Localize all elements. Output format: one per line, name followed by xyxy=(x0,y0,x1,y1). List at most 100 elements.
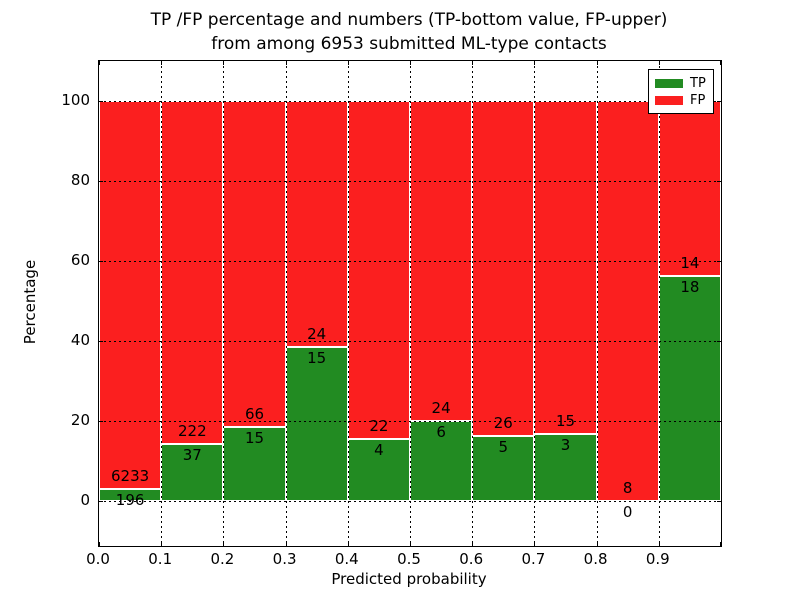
bar-count-label-tp: 15 xyxy=(244,428,265,447)
grid-line-x xyxy=(596,61,598,546)
tick-mark xyxy=(223,61,225,65)
y-tick-label: 40 xyxy=(70,331,90,349)
tick-mark xyxy=(99,261,103,262)
tick-mark xyxy=(717,421,721,422)
tick-mark xyxy=(410,61,411,65)
tick-mark xyxy=(285,61,287,65)
bar-segment-tp xyxy=(161,443,224,501)
grid-line-x xyxy=(347,61,349,546)
tick-mark xyxy=(534,542,536,546)
bar-count-label-fp: 66 xyxy=(244,404,265,423)
bar-segment-tp xyxy=(223,426,286,501)
legend: TP FP xyxy=(648,69,714,114)
y-axis-label: Percentage xyxy=(21,259,39,345)
tick-mark xyxy=(472,61,474,65)
x-tick-label: 0.3 xyxy=(272,550,297,568)
chart-title: TP /FP percentage and numbers (TP-bottom… xyxy=(98,8,720,56)
x-tick-label: 0.6 xyxy=(459,550,484,568)
tick-mark xyxy=(161,542,163,546)
bar-segment-tp xyxy=(534,434,597,501)
x-axis-label: Predicted probability xyxy=(331,570,487,588)
tick-mark xyxy=(534,61,536,65)
bar-count-label-fp: 22 xyxy=(369,417,389,436)
bar-count-label-fp: 8 xyxy=(622,479,633,497)
legend-item-fp: FP xyxy=(655,92,713,109)
bar-count-label-tp: 6 xyxy=(436,423,446,441)
y-tick-label: 20 xyxy=(70,411,90,429)
grid-line-y xyxy=(99,261,721,262)
x-tick-label: 0.0 xyxy=(86,550,110,568)
grid-line-x xyxy=(223,61,225,546)
x-tick-label: 0.7 xyxy=(521,550,546,568)
tick-mark xyxy=(717,501,721,502)
bar-segment-tp xyxy=(347,439,410,501)
grid-line-x xyxy=(472,61,474,546)
tick-mark xyxy=(717,181,721,182)
tick-mark xyxy=(99,501,103,502)
legend-label-tp: TP xyxy=(690,76,706,91)
bar-count-label-fp: 26 xyxy=(493,414,513,433)
tick-mark xyxy=(99,421,103,422)
bar-segment-tp xyxy=(658,276,721,501)
tick-mark xyxy=(285,542,287,546)
tick-mark xyxy=(99,101,103,102)
tick-mark xyxy=(223,542,225,546)
bar-segment-fp xyxy=(347,101,410,440)
bar-segment-tp xyxy=(285,347,348,501)
grid-line-y xyxy=(99,501,721,502)
bar-segment-fp xyxy=(596,101,659,501)
x-tick-label: 0.5 xyxy=(397,550,421,568)
tick-mark xyxy=(596,542,598,546)
x-tick-label: 0.2 xyxy=(210,550,235,568)
grid-line-x xyxy=(161,61,163,546)
bar-segment-fp xyxy=(534,101,597,435)
bar-count-label-fp: 15 xyxy=(555,412,576,431)
bar-segment-fp xyxy=(658,101,721,276)
tick-mark xyxy=(720,542,721,546)
grid-line-x xyxy=(534,61,536,546)
y-tick-label: 100 xyxy=(61,91,90,109)
tick-mark xyxy=(717,101,721,102)
grid-line-x xyxy=(285,61,287,546)
tick-mark xyxy=(410,542,411,546)
grid-line-y xyxy=(99,181,721,182)
bar-count-label-fp: 6233 xyxy=(111,466,150,485)
tick-mark xyxy=(717,261,721,262)
tick-mark xyxy=(99,181,103,182)
bar-segment-fp xyxy=(223,101,286,427)
bar-count-label-tp: 5 xyxy=(498,438,509,457)
x-tick-label: 0.9 xyxy=(645,550,670,568)
chart-title-line2: from among 6953 submitted ML-type contac… xyxy=(211,34,607,54)
tick-mark xyxy=(347,61,349,65)
tick-mark xyxy=(161,61,163,65)
bar-count-label-tp: 18 xyxy=(680,278,700,296)
chart-title-line1: TP /FP percentage and numbers (TP-bottom… xyxy=(150,10,668,30)
tick-mark xyxy=(720,61,721,65)
bar-count-label-fp: 24 xyxy=(307,325,327,344)
bar-count-label-tp: 196 xyxy=(115,490,145,509)
bar-segment-fp xyxy=(161,101,224,444)
legend-item-tp: TP xyxy=(655,75,713,92)
tick-mark xyxy=(596,61,598,65)
grid-line-y xyxy=(99,421,721,422)
x-tick-label: 0.4 xyxy=(334,550,359,568)
tick-mark xyxy=(658,542,660,546)
bar-count-label-fp: 222 xyxy=(177,421,207,440)
tick-mark xyxy=(99,61,100,65)
grid-line-y xyxy=(99,101,721,102)
bar-count-label-tp: 15 xyxy=(307,349,327,368)
y-tick-label: 60 xyxy=(70,251,90,269)
grid-line-x xyxy=(658,61,660,546)
grid-line-x xyxy=(410,61,411,546)
tick-mark xyxy=(99,341,103,342)
tick-mark xyxy=(717,341,721,342)
y-tick-label: 0 xyxy=(80,491,90,509)
x-tick-label: 0.8 xyxy=(583,550,608,568)
tick-mark xyxy=(99,542,100,546)
legend-label-fp: FP xyxy=(690,93,706,108)
grid-line-y xyxy=(99,341,721,342)
bar-count-label-tp: 3 xyxy=(560,436,571,455)
bar-count-label-tp: 0 xyxy=(622,503,633,521)
plot-area: TP FP 6233 196 222 37 66 15 24 15 22 4 24 6 26 5 15 3 8 0… xyxy=(98,60,722,547)
